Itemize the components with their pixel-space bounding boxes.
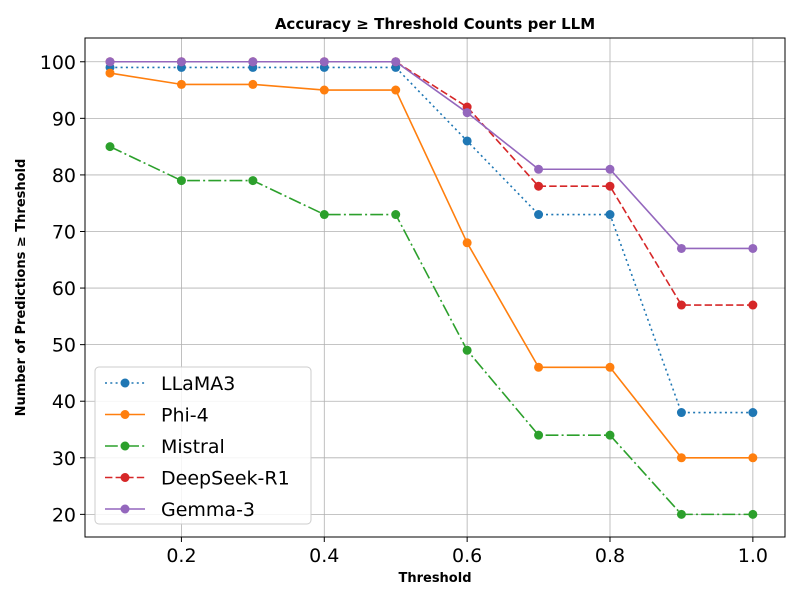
data-point-gemma-3: [462, 108, 472, 118]
data-point-phi-4: [605, 362, 615, 372]
legend-marker-llama3: [120, 378, 130, 388]
data-point-gemma-3: [319, 57, 329, 67]
y-tick-label: 30: [52, 448, 76, 470]
data-point-deepseek-r1: [676, 300, 686, 310]
series-line-llama3: [110, 66, 753, 414]
data-point-mistral: [176, 176, 186, 186]
legend: LLaMA3 Phi-4 Mistral DeepSeek-R1 Gemma-3: [94, 366, 312, 525]
data-point-gemma-3: [105, 57, 115, 67]
data-point-gemma-3: [248, 57, 258, 67]
y-tick-label: 20: [52, 504, 76, 526]
data-point-gemma-3: [605, 164, 615, 174]
legend-box: [94, 366, 312, 525]
y-tick-label: 80: [52, 165, 76, 187]
axis-ticks: 0.2 0.4 0.6 0.8 1.0 20 30 40 50 60 70 80 90 100: [40, 52, 768, 567]
series-group: [105, 57, 758, 519]
legend-label-gemma-3: Gemma-3: [161, 499, 255, 521]
data-point-mistral: [391, 210, 401, 220]
data-point-mistral: [319, 210, 329, 220]
data-point-gemma-3: [391, 57, 401, 67]
data-point-llama3: [605, 210, 615, 220]
x-tick-label: 0.8: [595, 545, 625, 567]
legend-label-deepseek-r1: DeepSeek-R1: [161, 468, 290, 490]
x-tick-label: 1.0: [738, 545, 768, 567]
data-point-phi-4: [391, 85, 401, 95]
data-point-gemma-3: [176, 57, 186, 67]
data-point-phi-4: [176, 79, 186, 89]
data-point-mistral: [248, 176, 258, 186]
y-tick-label: 60: [52, 278, 76, 300]
y-tick-label: 100: [40, 52, 76, 74]
legend-label-mistral: Mistral: [161, 436, 225, 458]
data-point-llama3: [676, 408, 686, 418]
legend-marker-phi-4: [120, 410, 130, 419]
legend-marker-gemma-3: [120, 504, 130, 514]
series-mistral: [105, 142, 758, 519]
y-tick-label: 90: [52, 108, 76, 130]
legend-label-phi-4: Phi-4: [161, 405, 209, 427]
data-point-mistral: [748, 509, 758, 519]
legend-marker-mistral: [120, 441, 130, 451]
series-gemma-3: [105, 57, 758, 253]
data-point-mistral: [605, 430, 615, 440]
legend-label-llama3: LLaMA3: [161, 373, 235, 395]
plot-area-frame: [84, 37, 786, 538]
x-tick-label: 0.2: [166, 545, 196, 567]
data-point-phi-4: [676, 453, 686, 463]
data-point-llama3: [534, 210, 544, 220]
data-point-gemma-3: [748, 243, 758, 253]
data-point-deepseek-r1: [605, 181, 615, 191]
data-point-llama3: [748, 408, 758, 418]
series-line-mistral: [109, 145, 753, 516]
legend-marker-deepseek-r1: [120, 473, 130, 482]
data-point-phi-4: [748, 453, 758, 463]
data-point-phi-4: [534, 362, 544, 372]
x-tick-label: 0.6: [452, 545, 482, 567]
data-point-llama3: [462, 136, 472, 146]
y-axis-label: Number of Predictions ≥ Threshold: [14, 159, 29, 417]
y-tick-label: 50: [52, 335, 76, 357]
data-point-mistral: [462, 345, 472, 355]
data-point-mistral: [676, 509, 686, 519]
data-point-gemma-3: [676, 243, 686, 253]
data-point-phi-4: [248, 79, 258, 89]
series-line-phi-4: [109, 72, 753, 459]
series-phi-4: [105, 68, 758, 463]
data-point-mistral: [534, 430, 544, 440]
series-line-gemma-3: [110, 60, 753, 250]
data-point-phi-4: [319, 85, 329, 95]
x-axis-label: Threshold: [398, 571, 471, 586]
data-point-mistral: [105, 142, 115, 152]
y-tick-label: 40: [52, 391, 76, 413]
data-point-phi-4: [462, 238, 472, 248]
y-tick-label: 70: [52, 221, 76, 243]
chart-title: Accuracy ≥ Threshold Counts per LLM: [275, 15, 595, 33]
data-point-phi-4: [105, 68, 115, 78]
data-point-deepseek-r1: [534, 181, 544, 191]
x-tick-label: 0.4: [309, 545, 339, 567]
data-point-deepseek-r1: [748, 300, 758, 310]
data-point-gemma-3: [534, 164, 544, 174]
